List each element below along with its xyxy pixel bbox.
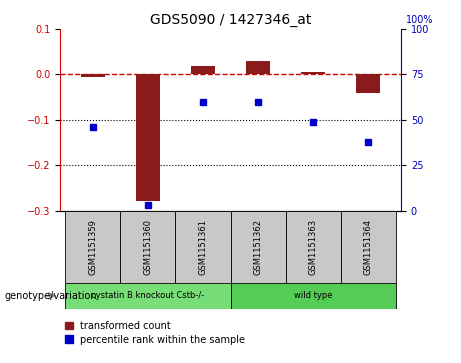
Bar [230,211,285,283]
Text: wild type: wild type [294,291,332,300]
Text: GSM1151362: GSM1151362 [254,219,262,275]
Bar [190,66,215,74]
Text: cystatin B knockout Cstb-/-: cystatin B knockout Cstb-/- [91,291,205,300]
Bar [301,72,325,74]
Bar [120,211,176,283]
Text: GSM1151359: GSM1151359 [89,219,97,275]
Title: GDS5090 / 1427346_at: GDS5090 / 1427346_at [150,13,311,26]
Bar [230,283,396,309]
Legend: transformed count, percentile rank within the sample: transformed count, percentile rank withi… [65,321,245,344]
Bar [246,61,271,74]
Text: 100%: 100% [406,15,433,25]
Bar [65,283,230,309]
Bar [356,74,380,93]
Bar [285,211,341,283]
Bar [136,74,160,201]
Bar [176,211,230,283]
Text: GSM1151363: GSM1151363 [308,219,318,275]
Bar [341,211,396,283]
Bar [65,211,120,283]
Text: GSM1151360: GSM1151360 [143,219,153,275]
Text: GSM1151361: GSM1151361 [199,219,207,275]
Bar [81,74,105,77]
Text: genotype/variation: genotype/variation [5,291,97,301]
Text: GSM1151364: GSM1151364 [364,219,372,275]
